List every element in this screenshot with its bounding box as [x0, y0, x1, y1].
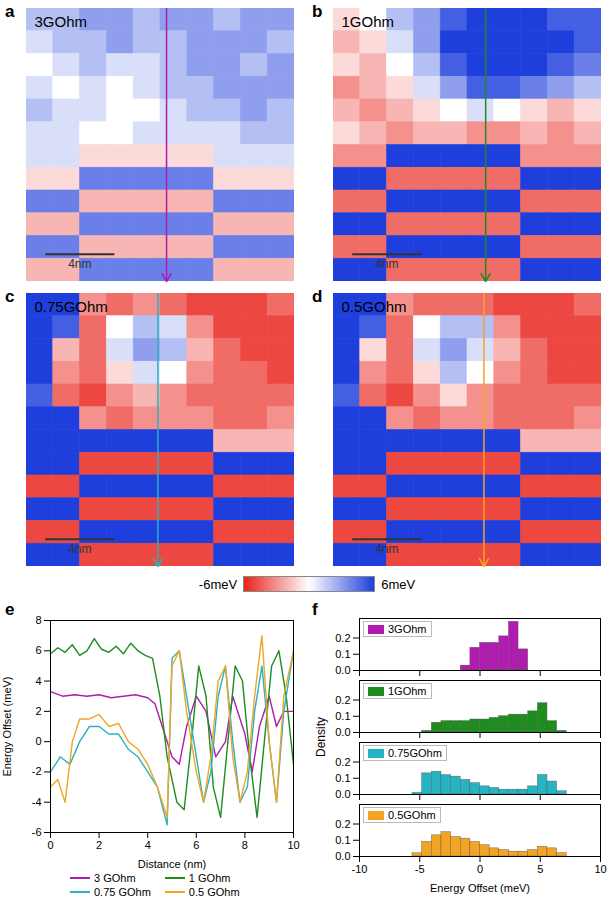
svg-text:3GOhm: 3GOhm — [35, 13, 88, 30]
svg-text:0.0: 0.0 — [335, 726, 350, 738]
svg-text:2: 2 — [96, 839, 102, 851]
svg-text:6: 6 — [193, 839, 199, 851]
svg-text:-5: -5 — [415, 863, 425, 875]
html-text:6meV: 6meV — [381, 576, 416, 592]
html-text:1GOhm: 1GOhm — [388, 685, 427, 697]
svg-text:8: 8 — [35, 614, 41, 626]
svg-text:0.0: 0.0 — [335, 664, 350, 676]
svg-text:2: 2 — [35, 705, 41, 717]
svg-text:-10: -10 — [352, 863, 368, 875]
html-text:1 GOhm: 1 GOhm — [188, 872, 231, 884]
html-text:3GOhm: 3GOhm — [388, 623, 427, 635]
svg-text:0.1: 0.1 — [335, 772, 350, 784]
svg-text:-6: -6 — [32, 826, 42, 838]
svg-text:0.0: 0.0 — [335, 788, 350, 800]
svg-text:0.1: 0.1 — [335, 834, 350, 846]
svg-text:0: 0 — [47, 839, 53, 851]
svg-text:Energy Offset (meV): Energy Offset (meV) — [430, 882, 530, 894]
svg-text:6: 6 — [35, 644, 41, 656]
html-text:a: a — [5, 2, 15, 21]
svg-text:0.5GOhm: 0.5GOhm — [342, 298, 407, 315]
svg-text:4nm: 4nm — [375, 257, 398, 271]
svg-text:-2: -2 — [32, 765, 42, 777]
svg-text:10: 10 — [594, 863, 606, 875]
html-text:b: b — [312, 2, 323, 21]
html-text:-6meV: -6meV — [198, 576, 238, 592]
html-text:d: d — [312, 287, 323, 306]
html-text:c: c — [5, 287, 15, 306]
svg-text:0: 0 — [477, 863, 483, 875]
svg-text:0.2: 0.2 — [335, 632, 350, 644]
svg-text:Distance (nm): Distance (nm) — [138, 858, 206, 870]
svg-text:Energy Offset (meV): Energy Offset (meV) — [1, 676, 13, 776]
svg-text:1GOhm: 1GOhm — [342, 13, 395, 30]
svg-text:-4: -4 — [32, 796, 42, 808]
svg-text:0.2: 0.2 — [335, 694, 350, 706]
svg-text:0: 0 — [35, 735, 41, 747]
html-text:Density: Density — [314, 717, 328, 757]
svg-text:4nm: 4nm — [68, 542, 91, 556]
html-text:0.5GOhm: 0.5GOhm — [388, 809, 436, 821]
svg-text:0.2: 0.2 — [335, 818, 350, 830]
svg-text:5: 5 — [537, 863, 543, 875]
html-text:f: f — [312, 600, 318, 619]
svg-text:8: 8 — [242, 839, 248, 851]
svg-text:4: 4 — [145, 839, 151, 851]
svg-text:4nm: 4nm — [375, 542, 398, 556]
svg-text:0.1: 0.1 — [335, 648, 350, 660]
svg-text:0.1: 0.1 — [335, 710, 350, 722]
svg-text:4: 4 — [35, 675, 41, 687]
html-text:0.5 GOhm: 0.5 GOhm — [188, 886, 240, 898]
svg-text:10: 10 — [287, 839, 299, 851]
svg-text:0.75GOhm: 0.75GOhm — [35, 298, 108, 315]
svg-text:4nm: 4nm — [68, 257, 91, 271]
svg-text:0.0: 0.0 — [335, 850, 350, 862]
html-text:3 GOhm: 3 GOhm — [94, 872, 136, 884]
html-text:0.75 GOhm: 0.75 GOhm — [94, 886, 151, 898]
html-text:0.75GOhm: 0.75GOhm — [388, 747, 442, 759]
html-text:e: e — [5, 600, 15, 619]
svg-text:0.2: 0.2 — [335, 756, 350, 768]
